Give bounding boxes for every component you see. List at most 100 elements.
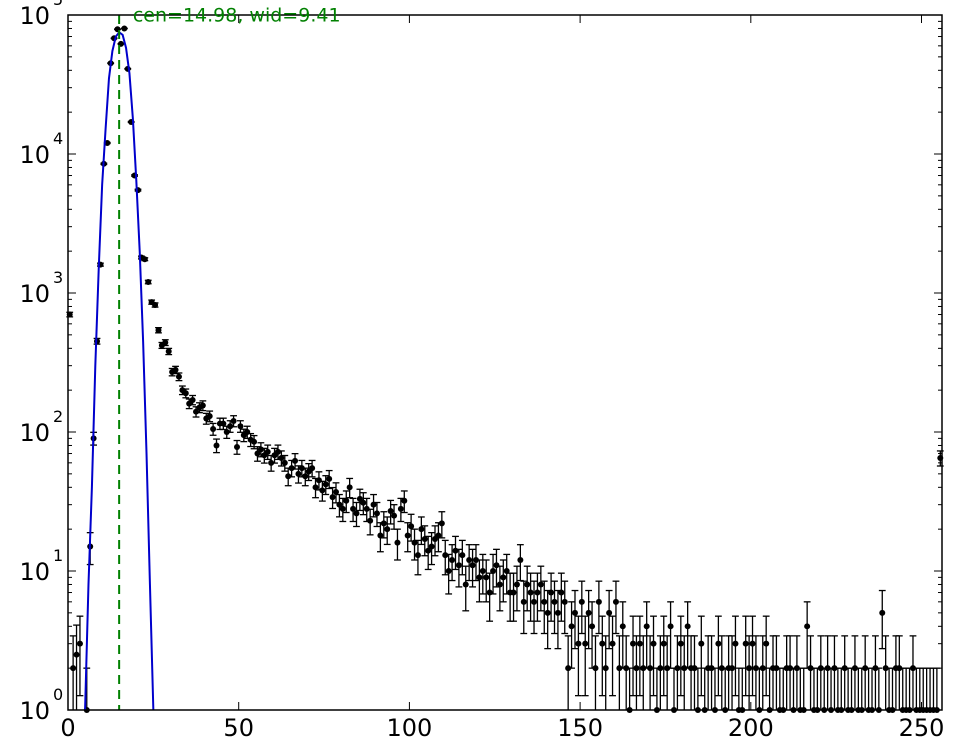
data-point [664, 665, 671, 672]
data-point [363, 505, 370, 512]
data-point [336, 501, 343, 508]
x-tick-label: 100 [387, 714, 433, 742]
data-point [609, 640, 616, 647]
data-point [175, 373, 182, 380]
data-point [657, 665, 664, 672]
y-tick-label-exponent: 1 [53, 546, 63, 565]
data-point [544, 609, 551, 616]
data-point [561, 598, 568, 605]
data-point [315, 477, 322, 484]
data-point [370, 501, 377, 508]
data-point [817, 665, 824, 672]
data-point [257, 446, 264, 453]
data-point [384, 526, 391, 533]
data-point [155, 327, 162, 334]
data-point [630, 640, 637, 647]
data-point [455, 562, 462, 569]
y-tick-label-exponent: 2 [53, 407, 63, 426]
data-point [394, 539, 401, 546]
data-point [677, 640, 684, 647]
data-point [227, 423, 234, 430]
data-point [292, 457, 299, 464]
data-point [879, 609, 886, 616]
data-point [643, 623, 650, 630]
data-point [500, 574, 507, 581]
x-tick-label: 150 [557, 714, 603, 742]
data-point [483, 574, 490, 581]
data-point [408, 523, 415, 530]
data-point [640, 665, 647, 672]
data-point [162, 339, 169, 346]
y-tick-label-base: 10 [19, 280, 50, 308]
x-tick-label: 50 [223, 714, 254, 742]
error-bar [510, 572, 517, 622]
data-point [73, 651, 80, 658]
data-point [660, 640, 667, 647]
x-tick-label: 0 [60, 714, 75, 742]
error-bar [650, 615, 657, 697]
data-point [401, 497, 408, 504]
data-point [493, 562, 500, 569]
data-point [343, 497, 350, 504]
data-point [281, 459, 288, 466]
data-point [435, 532, 442, 539]
data-point [909, 665, 916, 672]
data-point [787, 665, 794, 672]
data-point [698, 640, 705, 647]
data-point [616, 665, 623, 672]
data-point [254, 450, 261, 457]
data-point [152, 301, 159, 308]
data-point [749, 640, 756, 647]
data-point [773, 665, 780, 672]
data-point [230, 417, 237, 424]
data-point [268, 459, 275, 466]
data-point [612, 598, 619, 605]
data-point [367, 517, 374, 524]
y-tick-label-exponent: 3 [53, 268, 63, 287]
data-point [851, 665, 858, 672]
data-point [220, 420, 227, 427]
data-point [551, 598, 558, 605]
tick-labels: 050100150200250100101102103104105 [19, 0, 944, 742]
data-point [76, 640, 83, 647]
data-point [589, 623, 596, 630]
data-point [223, 429, 230, 435]
data-point [647, 665, 654, 672]
data-point [274, 448, 281, 455]
y-tick-label-base: 10 [19, 2, 50, 30]
data-point [121, 25, 128, 32]
data-point [691, 665, 698, 672]
data-point [862, 665, 869, 672]
data-point [70, 665, 77, 672]
data-point [411, 539, 418, 546]
y-tick-label-base: 10 [19, 419, 50, 447]
data-point [531, 598, 538, 605]
data-point [442, 552, 449, 559]
data-point [199, 402, 206, 409]
data-point [841, 665, 848, 672]
data-point [872, 665, 879, 672]
data-point [565, 665, 572, 672]
fit-annotation: cen=14.98, wid=9.41 [133, 4, 341, 26]
x-tick-label: 250 [899, 714, 945, 742]
data-point [752, 665, 759, 672]
data-point [278, 455, 285, 462]
data-point [213, 442, 220, 449]
data-point [404, 532, 411, 539]
data-point [882, 665, 889, 672]
data-point [326, 475, 333, 482]
data-point [746, 665, 753, 672]
data-point [524, 581, 531, 588]
data-point [397, 505, 404, 512]
data-point [681, 665, 688, 672]
data-point [558, 589, 565, 596]
data-point [510, 589, 517, 596]
data-point [742, 640, 749, 647]
data-point [459, 552, 466, 559]
data-point [172, 366, 179, 373]
data-point [298, 465, 305, 472]
data-point [421, 535, 428, 542]
data-point [322, 481, 329, 488]
data-point [425, 547, 432, 554]
